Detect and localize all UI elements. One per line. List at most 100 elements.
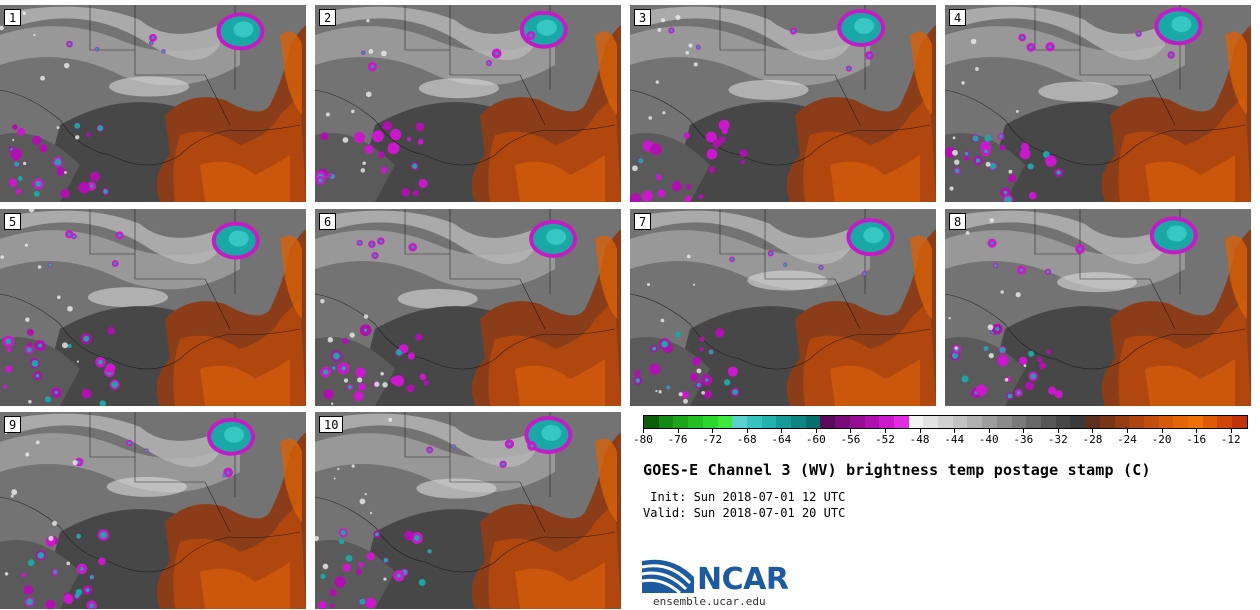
stamp-map [630,5,936,202]
panel-label: 9 [4,416,22,433]
time-info: Init: Sun 2018-07-01 12 UTC Valid: Sun 2… [643,489,845,521]
stamp-map [945,5,1251,202]
colorbar-tick-label: -56 [840,433,861,446]
colorbar-tick-label: -52 [875,433,895,446]
product-title: GOES-E Channel 3 (WV) brightness temp po… [643,461,1151,479]
init-time: Init: Sun 2018-07-01 12 UTC [643,490,846,504]
colorbar-swatch [996,416,1012,428]
colorbar-swatch [938,416,953,428]
colorbar-swatch [908,416,924,428]
colorbar-swatch [967,416,983,428]
colorbar-tick [712,429,714,433]
colorbar-tick-label: -40 [978,433,999,446]
colorbar-swatch [1173,416,1189,428]
stamp-panel-4: 4 [945,5,1251,202]
colorbar-swatch [864,416,880,428]
colorbar [643,415,1248,429]
colorbar-swatch [1055,416,1071,428]
colorbar-swatch [1026,416,1041,428]
colorbar-swatch [820,416,836,428]
panel-label: 5 [4,213,22,230]
colorbar-tick [850,429,852,433]
colorbar-tick-label: -64 [771,433,792,446]
stamp-panel-8: 8 [945,209,1251,406]
colorbar-swatch [1114,416,1130,428]
panel-label: 2 [319,9,337,26]
colorbar-swatch [688,416,703,428]
colorbar-swatch [644,416,659,428]
colorbar-swatch [1040,416,1056,428]
colorbar-swatch [893,416,909,428]
colorbar-tick [1230,429,1232,433]
colorbar-swatch [1099,416,1115,428]
colorbar-swatch [849,416,865,428]
panel-label: 1 [4,9,22,26]
colorbar-tick [1196,429,1198,433]
colorbar-ticks: -80 -76 -72 -68 -64 -60 -56 -52 -48 -44 -40 -36 -32 -… [633,429,1248,453]
site-url[interactable]: ensemble.ucar.edu [653,595,766,608]
colorbar-tick-label: -20 [1151,433,1172,446]
colorbar-tick-label: -44 [944,433,965,446]
stamp-panel-10: 10 [315,412,621,609]
colorbar-swatch [1217,416,1233,428]
colorbar-tick-label: -48 [909,433,930,446]
colorbar-swatch [1188,416,1203,428]
stamp-panel-2: 2 [315,5,621,202]
colorbar-tick [1057,429,1059,433]
panel-label: 4 [949,9,967,26]
colorbar-swatch [702,416,718,428]
colorbar-tick-label: -36 [1013,433,1034,446]
colorbar-swatch [1129,416,1144,428]
colorbar-swatch [1202,416,1218,428]
colorbar-swatch [717,416,733,428]
stamp-map [945,209,1251,406]
colorbar-tick-label: -24 [1117,433,1137,446]
panel-label: 3 [634,9,652,26]
stamp-panel-9: 9 [0,412,306,609]
stamp-panel-1: 1 [0,5,306,202]
colorbar-tick [1023,429,1025,433]
stamp-map [630,209,936,406]
colorbar-swatch [791,416,806,428]
colorbar-swatch [761,416,777,428]
stamp-map [315,209,621,406]
colorbar-swatch [658,416,674,428]
colorbar-tick [643,429,644,433]
colorbar-tick-label: -72 [702,433,723,446]
panel-label: 6 [319,213,337,230]
panel-label: 8 [949,213,967,230]
colorbar-swatch [1143,416,1159,428]
colorbar-swatch [879,416,894,428]
colorbar-swatch [982,416,997,428]
stamp-map [0,209,306,406]
colorbar-tick-label: -76 [667,433,688,446]
colorbar-swatch [923,416,939,428]
colorbar-tick [1127,429,1128,433]
colorbar-tick [677,429,679,433]
colorbar-tick [919,429,921,433]
colorbar-swatch [1070,416,1086,428]
colorbar-tick [988,429,990,433]
colorbar-tick [1092,429,1094,433]
colorbar-tick-label: -68 [736,433,757,446]
colorbar-swatch [1085,416,1100,428]
colorbar-swatch [673,416,689,428]
colorbar-swatch [835,416,850,428]
colorbar-swatch [952,416,968,428]
panel-label: 10 [319,416,344,433]
stamp-panel-6: 6 [315,209,621,406]
colorbar-swatch [1232,416,1247,428]
colorbar-tick-label: -60 [805,433,826,446]
colorbar-tick [954,429,956,433]
stamp-map [315,5,621,202]
stamp-map [0,5,306,202]
panel-label: 7 [634,213,652,230]
stamp-map [315,412,621,609]
colorbar-tick-label: -28 [1082,433,1103,446]
stamp-panel-7: 7 [630,209,936,406]
colorbar-swatch [1158,416,1174,428]
colorbar-tick-label: -32 [1047,433,1068,446]
colorbar-swatch [732,416,747,428]
stamp-panel-3: 3 [630,5,936,202]
stamp-panel-5: 5 [0,209,306,406]
